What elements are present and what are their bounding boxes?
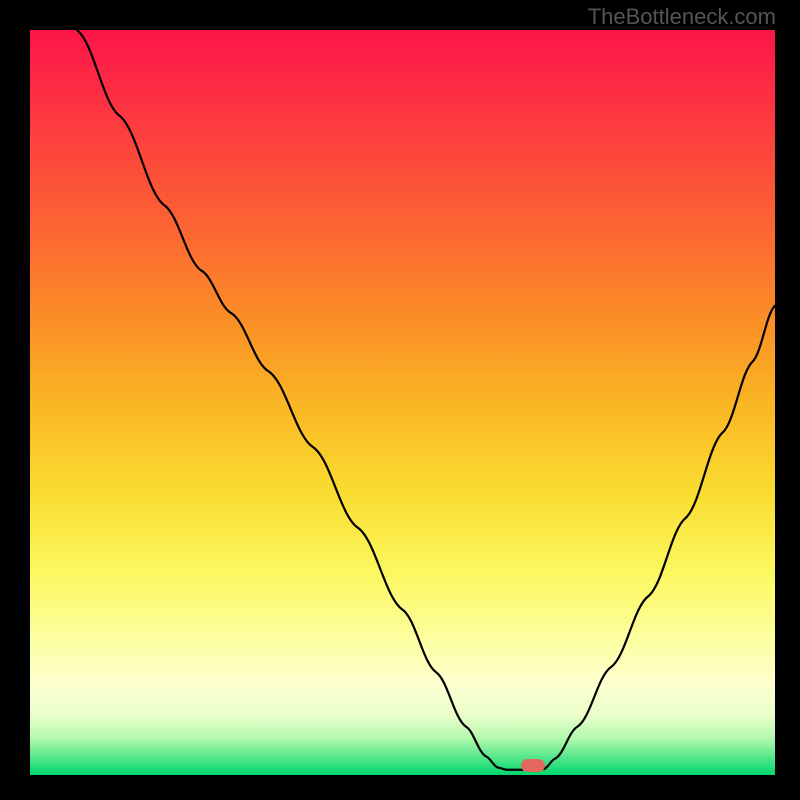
bottleneck-chart: TheBottleneck.com [0, 0, 800, 800]
plot-area [30, 30, 775, 775]
watermark-text: TheBottleneck.com [588, 4, 776, 30]
optimal-point-marker [521, 759, 545, 772]
bottleneck-curve [30, 30, 775, 775]
